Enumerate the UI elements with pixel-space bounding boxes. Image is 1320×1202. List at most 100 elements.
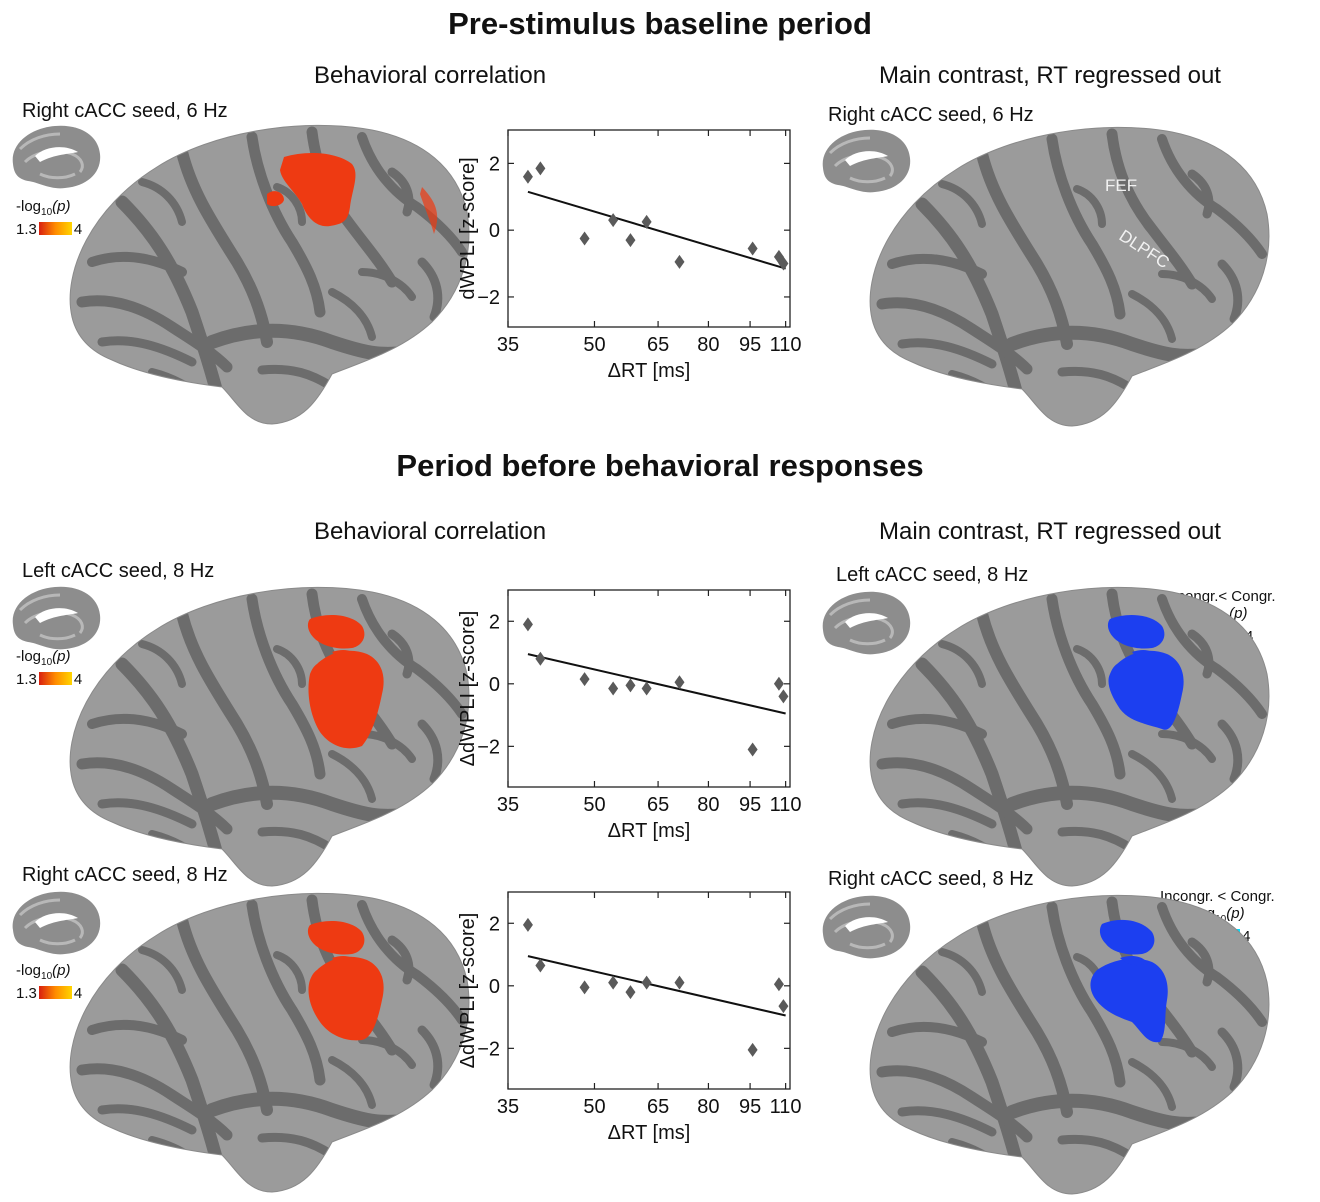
- seed-label: Right cACC seed, 8 Hz: [828, 868, 1034, 890]
- column-title-main-contrast: Main contrast, RT regressed out: [879, 62, 1221, 89]
- data-point: [747, 1042, 758, 1057]
- x-tick-label: 50: [583, 794, 605, 816]
- data-point: [522, 169, 533, 184]
- data-point: [625, 985, 636, 1000]
- plot-frame: [507, 589, 791, 788]
- x-tick-label: 95: [739, 1096, 761, 1118]
- column-title-behavioral: Behavioral correlation: [313, 518, 547, 545]
- y-tick-label: 2: [489, 153, 500, 175]
- brain-surface: [862, 574, 1282, 894]
- positive-cluster: [307, 920, 384, 1041]
- data-point: [535, 651, 546, 666]
- data-point: [747, 742, 758, 757]
- region-label-fef: FEF: [1105, 176, 1138, 195]
- scatter-plot-baseline: 2 0 −2 35 50 65 80 95 110 ΔRT [ms] dWPLI [z-score]: [457, 129, 802, 382]
- x-tick-label: 50: [583, 1096, 605, 1118]
- colorbar-legend: -log10(p) 1.3 4: [16, 962, 83, 1002]
- scatter-plot-right-8hz: 2 0 −2 35 50 65 80 95 110 ΔRT [ms] ΔdWPLI [z-score…: [457, 891, 802, 1144]
- positive-cluster: [307, 614, 384, 749]
- x-tick-label: 35: [497, 794, 519, 816]
- plot-frame: [507, 891, 791, 1090]
- brain-surface: [62, 880, 482, 1200]
- data-point: [674, 254, 685, 269]
- y-axis-label: dWPLI [z-score]: [457, 157, 479, 299]
- scatter-plot-left-8hz: 2 0 −2 35 50 65 80 95 110 ΔRT [ms] ΔdWPLI [z-score…: [457, 589, 802, 842]
- data-point: [535, 161, 546, 176]
- x-tick-label: 110: [770, 334, 802, 356]
- colorbar-red: [38, 672, 72, 685]
- x-tick-label: 35: [497, 1096, 519, 1118]
- y-tick-label: −2: [477, 1038, 500, 1060]
- y-tick-label: 2: [489, 913, 500, 935]
- colorbar-red: [38, 222, 72, 235]
- seed-label: Right cACC seed, 6 Hz: [828, 104, 1034, 126]
- data-point: [778, 689, 789, 704]
- data-point: [608, 681, 619, 696]
- x-axis-label: ΔRT [ms]: [608, 360, 691, 382]
- data-point: [579, 980, 590, 995]
- data-point: [522, 617, 533, 632]
- x-tick-label: 80: [697, 794, 719, 816]
- data-point: [747, 241, 758, 256]
- regression-line: [527, 653, 786, 715]
- y-axis-label: ΔdWPLI [z-score]: [457, 913, 479, 1069]
- data-point: [778, 256, 789, 271]
- x-tick-label: 80: [697, 334, 719, 356]
- x-tick-label: 35: [497, 334, 519, 356]
- regression-line: [527, 955, 786, 1017]
- y-tick-label: 0: [489, 220, 500, 242]
- section-title-baseline: Pre-stimulus baseline period: [448, 6, 872, 41]
- data-point: [579, 231, 590, 246]
- colorbar-red: [38, 986, 72, 999]
- data-point: [773, 676, 784, 691]
- plot-frame: [507, 129, 791, 328]
- negative-cluster: [1090, 919, 1168, 1043]
- x-tick-label: 95: [739, 794, 761, 816]
- x-axis-label: ΔRT [ms]: [608, 820, 691, 842]
- brain-surface: [862, 882, 1282, 1202]
- seed-label: Right cACC seed, 6 Hz: [22, 100, 228, 122]
- x-tick-label: 80: [697, 1096, 719, 1118]
- x-tick-label: 65: [647, 334, 669, 356]
- data-point: [608, 213, 619, 228]
- data-point: [773, 977, 784, 992]
- brain-surface: [62, 574, 482, 894]
- x-tick-label: 65: [647, 1096, 669, 1118]
- regression-line: [527, 190, 786, 270]
- seed-label: Right cACC seed, 8 Hz: [22, 864, 228, 886]
- data-point: [778, 999, 789, 1014]
- seed-label: Left cACC seed, 8 Hz: [836, 564, 1029, 586]
- x-tick-label: 50: [583, 334, 605, 356]
- column-title-behavioral: Behavioral correlation: [313, 62, 547, 89]
- data-point: [641, 975, 652, 990]
- data-point: [522, 917, 533, 932]
- data-point: [608, 975, 619, 990]
- x-tick-label: 110: [770, 794, 802, 816]
- data-point: [674, 675, 685, 690]
- negative-cluster: [1107, 614, 1184, 730]
- y-tick-label: 0: [489, 674, 500, 696]
- x-tick-label: 65: [647, 794, 669, 816]
- x-axis-label: ΔRT [ms]: [608, 1122, 691, 1144]
- y-axis-label: ΔdWPLI [z-score]: [457, 611, 479, 767]
- y-tick-label: 0: [489, 976, 500, 998]
- data-point: [625, 678, 636, 693]
- positive-cluster: [267, 152, 438, 234]
- section-title-responses: Period before behavioral responses: [396, 448, 924, 483]
- seed-label: Left cACC seed, 8 Hz: [22, 560, 215, 582]
- data-point: [641, 214, 652, 229]
- x-tick-label: 95: [739, 334, 761, 356]
- data-point: [674, 975, 685, 990]
- brain-surface: [62, 112, 482, 432]
- brain-surface: [862, 114, 1282, 434]
- x-tick-label: 110: [770, 1096, 802, 1118]
- y-tick-label: −2: [477, 287, 500, 309]
- data-point: [641, 681, 652, 696]
- data-point: [579, 672, 590, 687]
- column-title-main-contrast: Main contrast, RT regressed out: [879, 518, 1221, 545]
- data-point: [535, 958, 546, 973]
- colorbar-legend: -log10(p) 1.3 4: [16, 198, 83, 238]
- y-tick-label: −2: [477, 736, 500, 758]
- data-point: [625, 233, 636, 248]
- y-tick-label: 2: [489, 611, 500, 633]
